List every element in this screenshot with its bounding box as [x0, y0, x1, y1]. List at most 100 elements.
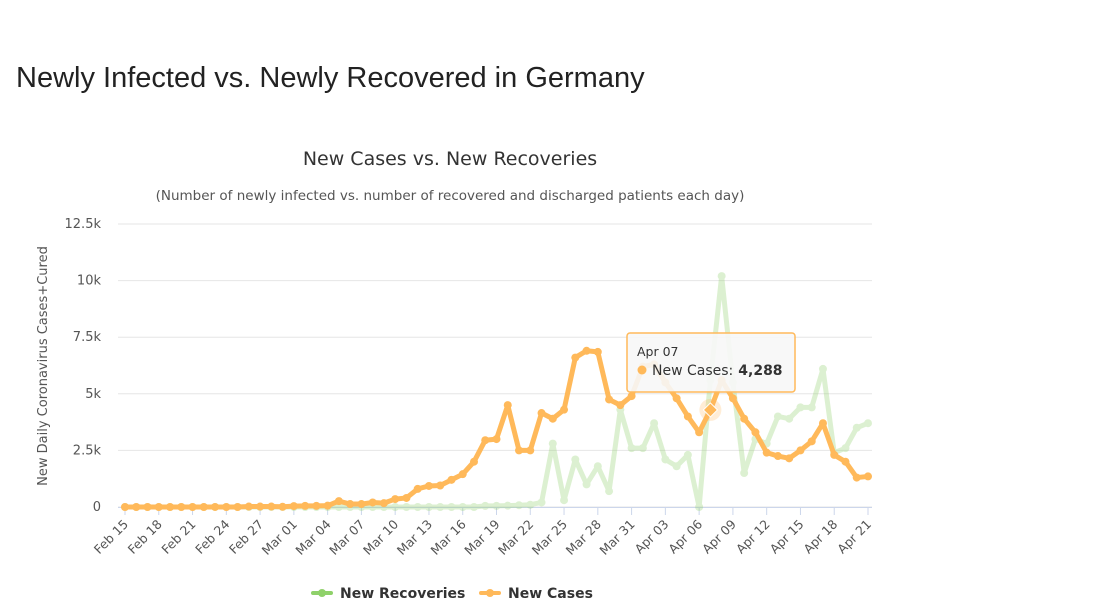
point	[605, 487, 614, 496]
point	[424, 481, 433, 490]
point	[740, 469, 749, 478]
point	[346, 500, 355, 509]
point	[785, 454, 794, 463]
point	[672, 394, 681, 403]
point	[469, 457, 478, 466]
point	[548, 439, 557, 448]
point	[267, 502, 276, 511]
point	[177, 503, 186, 511]
point	[436, 503, 445, 511]
point	[773, 412, 782, 421]
point	[334, 503, 343, 511]
tooltip-date: Apr 07	[637, 344, 679, 359]
point	[728, 394, 737, 403]
x-tick-label: Feb 15	[91, 517, 131, 557]
x-tick-label: Apr 09	[699, 516, 739, 556]
point	[526, 446, 535, 455]
point	[447, 475, 456, 484]
point	[312, 501, 321, 510]
tooltip: Apr 07 New Cases: 4,288	[626, 332, 796, 393]
x-tick-label: Mar 19	[461, 516, 502, 557]
point	[503, 501, 512, 510]
point	[864, 472, 872, 481]
point	[289, 502, 298, 511]
tooltip-label: New Cases:	[652, 363, 733, 379]
point	[852, 473, 861, 482]
point	[672, 462, 681, 471]
point	[233, 503, 242, 511]
y-tick-label: 2.5k	[73, 443, 102, 458]
point	[323, 501, 332, 510]
point	[526, 500, 535, 509]
point	[391, 495, 400, 504]
x-tick-label: Feb 27	[226, 517, 266, 557]
point	[166, 503, 175, 511]
point	[143, 503, 152, 511]
point	[458, 470, 467, 479]
legend-label: New Recoveries	[340, 586, 465, 602]
point	[773, 452, 782, 461]
point	[503, 401, 512, 410]
point	[785, 414, 794, 423]
point	[278, 502, 287, 511]
point	[357, 500, 366, 509]
x-tick-label: Apr 12	[733, 517, 773, 557]
x-tick-label: Apr 03	[632, 517, 672, 557]
point	[301, 501, 310, 510]
legend-label: New Cases	[508, 586, 593, 602]
x-tick-label: Feb 24	[192, 516, 232, 556]
x-tick-label: Apr 15	[767, 517, 807, 557]
point	[571, 353, 580, 362]
x-tick-label: Mar 07	[326, 517, 367, 558]
point	[841, 457, 850, 466]
point	[683, 450, 692, 459]
point	[683, 412, 692, 421]
point	[695, 503, 704, 511]
tooltip-box	[626, 332, 796, 393]
y-axis-label: New Daily Coronavirus Cases+Cured	[36, 246, 51, 486]
point	[548, 414, 557, 423]
point	[807, 437, 816, 446]
hover-marker	[702, 402, 719, 418]
point	[492, 501, 501, 510]
point	[188, 503, 197, 511]
point	[582, 480, 591, 489]
chart-title: New Cases vs. New Recoveries	[303, 148, 597, 170]
point	[256, 502, 265, 511]
point	[796, 403, 805, 412]
x-tick-label: Apr 21	[834, 517, 874, 557]
point	[537, 409, 546, 418]
tooltip-value: 4,288	[738, 363, 782, 379]
point	[560, 405, 569, 414]
point	[469, 503, 478, 511]
point	[492, 435, 501, 444]
point	[211, 502, 220, 511]
x-tick-label: Mar 16	[428, 516, 469, 557]
point	[199, 503, 208, 511]
point	[627, 392, 636, 401]
point	[515, 446, 524, 455]
point	[627, 444, 636, 453]
point	[121, 503, 129, 511]
y-tick-label: 0	[93, 500, 101, 515]
point	[515, 501, 524, 510]
point	[481, 501, 490, 510]
y-tick-label: 12.5k	[65, 217, 102, 232]
point	[481, 436, 490, 445]
x-tick-label: Mar 01	[259, 517, 300, 558]
point	[571, 455, 580, 464]
x-tick-label: Mar 25	[529, 517, 570, 558]
point	[154, 503, 163, 511]
point	[807, 403, 816, 412]
x-tick-label: Apr 06	[665, 516, 705, 556]
point	[616, 401, 625, 410]
point	[762, 448, 771, 457]
point	[222, 503, 231, 511]
page-title: Newly Infected vs. Newly Recovered in Ge…	[16, 62, 645, 94]
point	[830, 450, 839, 459]
x-tick-label: Feb 21	[158, 517, 198, 557]
point	[424, 503, 433, 511]
chart-subtitle: (Number of newly infected vs. number of …	[156, 188, 745, 204]
